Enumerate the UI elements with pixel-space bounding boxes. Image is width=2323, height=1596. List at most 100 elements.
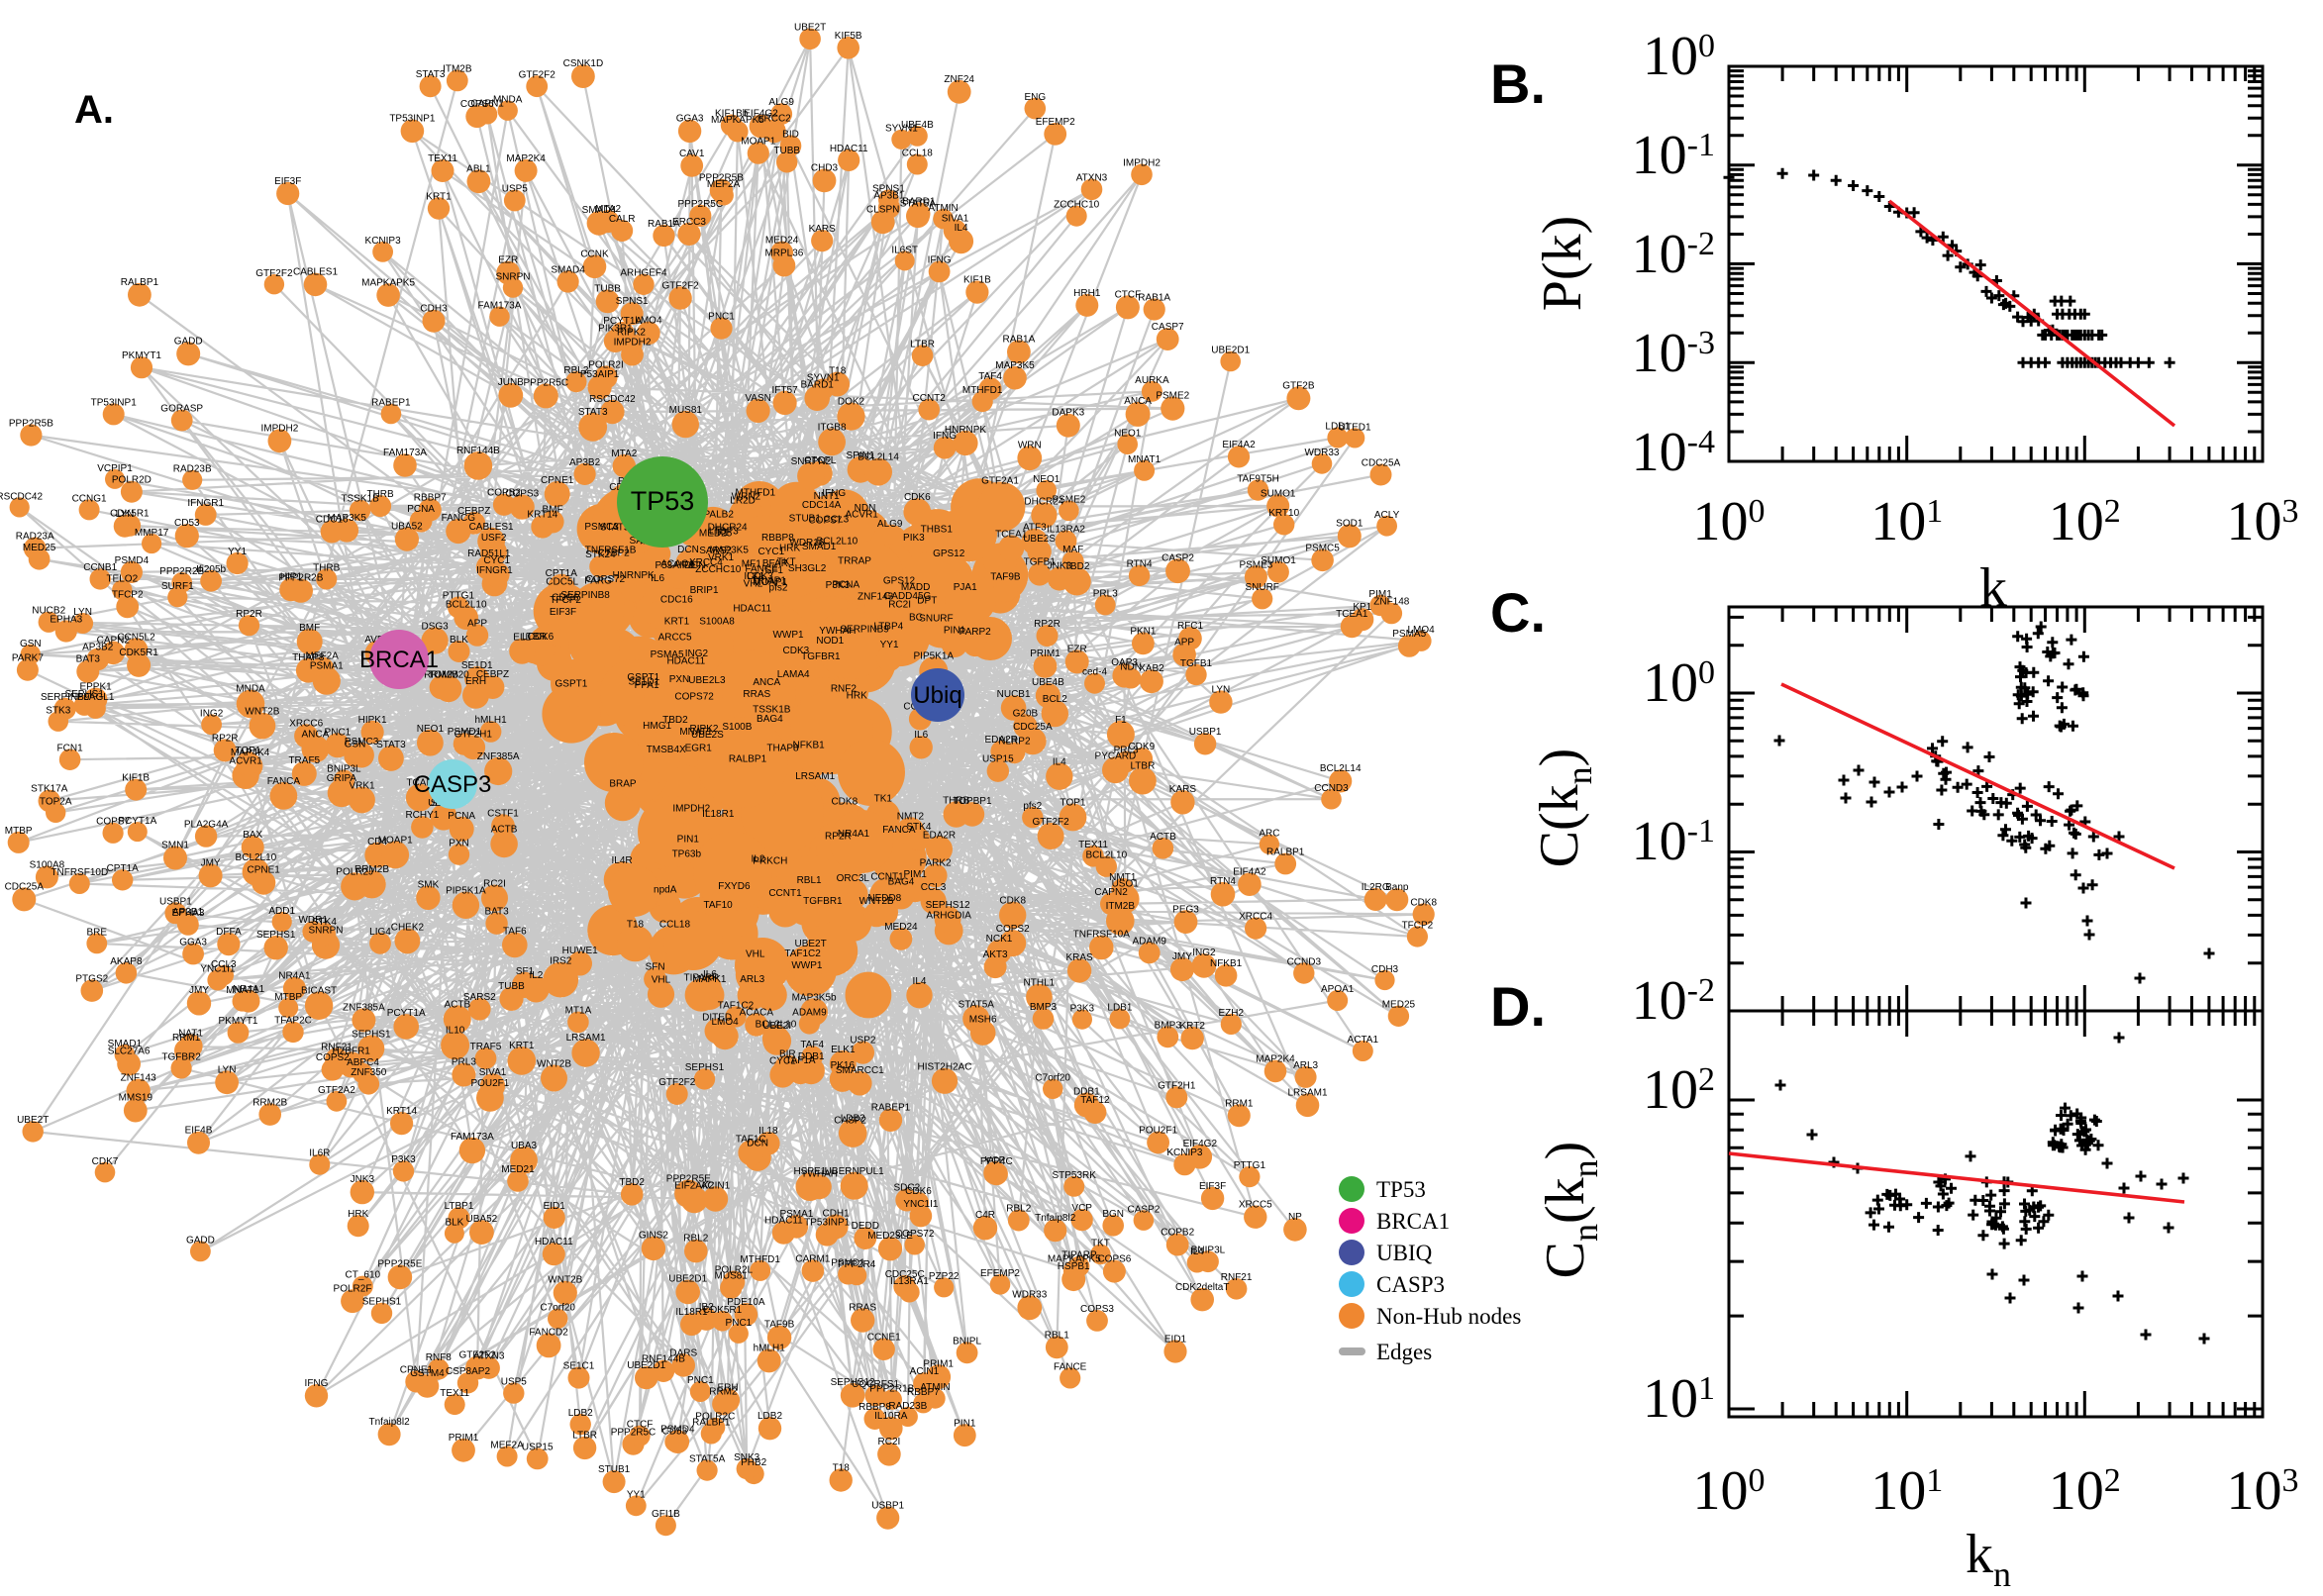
svg-text:SE1D1: SE1D1: [628, 677, 659, 688]
svg-text:CCNT2: CCNT2: [913, 393, 947, 404]
svg-text:USBP1: USBP1: [871, 1501, 904, 1512]
svg-text:CASP2: CASP2: [1128, 1204, 1161, 1215]
svg-text:T18: T18: [829, 366, 847, 377]
svg-text:COPS7: COPS7: [96, 817, 130, 828]
svg-text:CD4: CD4: [367, 837, 387, 848]
svg-text:TNFRSF10D: TNFRSF10D: [50, 867, 108, 878]
svg-text:KARS: KARS: [809, 224, 837, 235]
svg-text:RP2R: RP2R: [825, 832, 852, 843]
svg-text:PK16: PK16: [831, 1060, 856, 1071]
svg-text:SMN1: SMN1: [161, 841, 189, 851]
svg-text:FAM173A: FAM173A: [478, 301, 522, 312]
svg-text:MNDA: MNDA: [493, 95, 523, 106]
svg-text:NLRP2: NLRP2: [998, 737, 1031, 748]
svg-text:CDK3: CDK3: [783, 646, 810, 656]
svg-text:THRB: THRB: [313, 562, 341, 573]
svg-text:DCN: DCN: [677, 545, 699, 555]
svg-text:UBE4B: UBE4B: [1032, 677, 1064, 688]
svg-text:F1: F1: [717, 528, 729, 539]
svg-text:SE1C1: SE1C1: [563, 1361, 595, 1372]
svg-text:KCNIP3: KCNIP3: [1166, 1147, 1203, 1158]
svg-text:PIP5K1A: PIP5K1A: [914, 650, 955, 661]
svg-text:TBD2: TBD2: [619, 1177, 645, 1188]
svg-text:THBS1: THBS1: [921, 524, 954, 535]
svg-text:GSPT1: GSPT1: [627, 672, 659, 683]
svg-text:YY1: YY1: [880, 640, 899, 650]
svg-text:SERPINB8: SERPINB8: [560, 590, 610, 601]
svg-text:CPT1A: CPT1A: [546, 568, 578, 579]
svg-text:MAP2K4: MAP2K4: [506, 153, 546, 164]
svg-text:SNRPN2: SNRPN2: [791, 456, 832, 467]
svg-text:TRAF5: TRAF5: [288, 755, 320, 766]
svg-text:KIF5B: KIF5B: [835, 31, 862, 42]
svg-text:T18: T18: [833, 1462, 851, 1473]
svg-text:USBP1: USBP1: [1189, 727, 1222, 738]
svg-text:LTBR: LTBR: [572, 1431, 597, 1442]
svg-text:AP3B1: AP3B1: [873, 191, 905, 202]
svg-text:NEO1: NEO1: [1033, 474, 1060, 485]
svg-text:CAPN2: CAPN2: [1094, 887, 1128, 898]
svg-text:ABL1: ABL1: [466, 163, 491, 174]
svg-text:WDR16: WDR16: [789, 538, 824, 549]
svg-text:KARS: KARS: [1169, 784, 1197, 795]
svg-text:HDAC11: HDAC11: [666, 655, 705, 666]
svg-text:S100A8: S100A8: [30, 859, 65, 870]
svg-text:RNF2: RNF2: [831, 684, 858, 695]
svg-text:UBIQ: UBIQ: [1376, 1241, 1433, 1265]
svg-text:FANCA: FANCA: [267, 776, 301, 787]
svg-text:HUWE1: HUWE1: [562, 946, 599, 956]
svg-text:ING2: ING2: [200, 708, 224, 719]
svg-text:CDK5R1: CDK5R1: [703, 1305, 743, 1316]
svg-text:IB2: IB2: [699, 1302, 714, 1313]
svg-text:PARP2: PARP2: [960, 627, 991, 638]
svg-text:SH3GL2: SH3GL2: [788, 563, 827, 574]
svg-text:STAT3: STAT3: [376, 740, 406, 750]
svg-text:MEF2A: MEF2A: [707, 179, 741, 190]
svg-text:COPS72: COPS72: [586, 574, 626, 585]
svg-text:XRCC6: XRCC6: [289, 718, 323, 729]
svg-text:TOP2A: TOP2A: [40, 797, 72, 808]
svg-text:B.: B.: [1490, 52, 1546, 115]
svg-text:CYC1: CYC1: [483, 555, 510, 566]
svg-text:BARD1: BARD1: [801, 379, 835, 390]
svg-text:THRB: THRB: [366, 489, 394, 500]
svg-text:BID: BID: [782, 130, 799, 141]
svg-text:FCN1: FCN1: [57, 743, 84, 753]
svg-text:PRIM1: PRIM1: [1030, 648, 1060, 659]
svg-text:EIF4B: EIF4B: [185, 1126, 213, 1137]
svg-text:HNRNPK: HNRNPK: [945, 425, 987, 436]
svg-text:MOAP1: MOAP1: [753, 577, 787, 588]
svg-text:CSP8AP2: CSP8AP2: [446, 1366, 490, 1377]
svg-text:WRN: WRN: [1018, 440, 1042, 450]
svg-text:ZCCHC10: ZCCHC10: [695, 564, 742, 575]
svg-text:VRK1: VRK1: [349, 781, 375, 792]
svg-text:MNDA: MNDA: [236, 684, 265, 695]
svg-text:10-1: 10-1: [1632, 125, 1715, 186]
svg-text:TUBB: TUBB: [594, 284, 621, 295]
svg-text:MMP17: MMP17: [135, 528, 169, 539]
svg-text:CDK8: CDK8: [831, 796, 858, 807]
svg-text:STK17A: STK17A: [31, 784, 68, 795]
svg-text:CDK2deltaT: CDK2deltaT: [1175, 1282, 1229, 1293]
svg-text:TCEA1: TCEA1: [995, 530, 1028, 541]
svg-text:P3K3: P3K3: [391, 1154, 416, 1165]
svg-text:TKT: TKT: [777, 557, 796, 568]
svg-text:MTA2: MTA2: [611, 449, 637, 459]
svg-text:THRB: THRB: [943, 795, 970, 806]
svg-text:USP15: USP15: [522, 1443, 554, 1453]
svg-text:ATXN3: ATXN3: [1076, 173, 1108, 184]
svg-text:SMAD1: SMAD1: [108, 1039, 143, 1049]
svg-text:NDN: NDN: [1120, 662, 1142, 673]
svg-text:PARK2: PARK2: [920, 857, 952, 868]
svg-text:STK4: STK4: [312, 917, 337, 928]
svg-text:CAV1: CAV1: [679, 149, 705, 159]
svg-text:ARC: ARC: [1259, 829, 1279, 840]
svg-text:ELL: ELL: [513, 633, 531, 644]
svg-text:STAT3: STAT3: [578, 407, 608, 418]
svg-text:ARL3: ARL3: [740, 974, 764, 985]
svg-text:RALBP1: RALBP1: [692, 1417, 731, 1428]
svg-text:PRL3: PRL3: [452, 1057, 476, 1068]
svg-text:EIF4G2: EIF4G2: [1183, 1139, 1218, 1149]
svg-text:COPS2: COPS2: [996, 924, 1030, 935]
svg-text:PNC1: PNC1: [687, 1375, 714, 1386]
